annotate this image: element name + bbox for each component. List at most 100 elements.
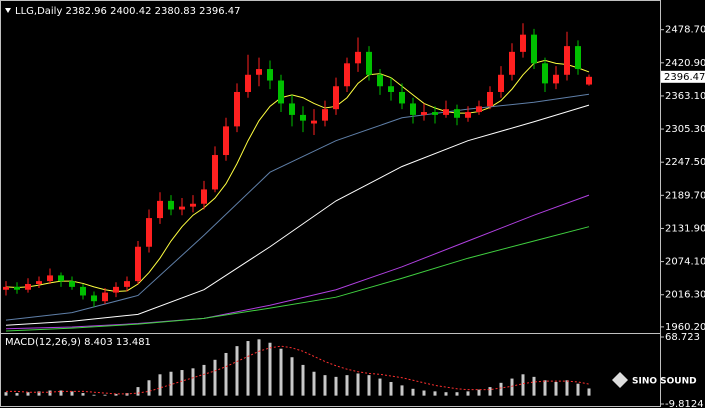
y-tick-label: 2189.70 [665, 190, 705, 201]
price-label: 2396.47 [664, 72, 705, 83]
macd-bar [103, 394, 107, 396]
macd-bar [26, 392, 30, 396]
price-box [661, 70, 705, 83]
candle-body [190, 203, 196, 207]
macd-bar [180, 370, 184, 396]
candle-body [168, 200, 174, 210]
candle-body [322, 109, 328, 121]
macd-bar [411, 388, 415, 396]
candle-body [311, 120, 317, 124]
y-tick-label: 2305.30 [665, 124, 705, 135]
macd-title: MACD(12,26,9) 8.403 13.481 [5, 337, 151, 348]
candle-body [443, 109, 449, 115]
macd-bar [48, 390, 52, 396]
candle-body [36, 281, 42, 284]
candle-body [355, 51, 361, 64]
candle-body [377, 74, 383, 87]
plot-frame [0, 0, 661, 407]
macd-bar [389, 381, 393, 396]
macd-bar [576, 383, 580, 396]
chart-title: LLG,Daily 2382.96 2400.42 2380.83 2396.4… [15, 6, 241, 17]
macd-bar [554, 381, 558, 396]
candle-body [421, 112, 427, 115]
candle-body [289, 103, 295, 115]
candle-body [531, 34, 537, 64]
candle-body [410, 103, 416, 115]
y-tick-label: 2247.50 [665, 157, 705, 168]
macd-bar [477, 389, 481, 396]
candle-body [3, 286, 9, 290]
candle-body [80, 286, 86, 296]
macd-bar [455, 392, 459, 396]
y-tick-label: 2074.10 [665, 257, 705, 268]
macd-bar [81, 393, 85, 396]
macd-bar [543, 380, 547, 396]
macd-bar [422, 390, 426, 396]
menu-arrow[interactable] [5, 8, 11, 13]
macd-bar [224, 352, 228, 396]
candle-body [58, 275, 64, 282]
candle-body [432, 112, 438, 115]
candle-body [179, 206, 185, 210]
macd-bar [92, 394, 96, 396]
signal-line [6, 345, 590, 395]
macd-bar [532, 376, 536, 396]
candle-body [487, 91, 493, 107]
macd-bar [70, 391, 74, 396]
candle-body [476, 106, 482, 113]
candle-body [542, 63, 548, 84]
macd-bar [158, 374, 162, 396]
macd-bar [521, 374, 525, 396]
macd-bar [466, 391, 470, 396]
candle-body [135, 246, 141, 282]
macd-bar [433, 391, 437, 396]
macd-bar [4, 392, 8, 396]
macd-bar [334, 376, 338, 396]
candle-body [553, 74, 559, 84]
moving-average [5, 226, 590, 332]
macd-bar [279, 348, 283, 396]
macd-bar [136, 387, 140, 396]
logo-text: SINO SOUND [632, 377, 697, 387]
candle-body [47, 275, 53, 282]
moving-average [5, 104, 590, 326]
candle-body [245, 74, 251, 92]
macd-bar [488, 387, 492, 396]
candle-body [366, 51, 372, 75]
candle-body [388, 86, 394, 92]
macd-bar [301, 364, 305, 396]
candle-body [300, 114, 306, 121]
candle-body [333, 86, 339, 110]
candle-body [256, 69, 262, 75]
macd-bar [169, 371, 173, 396]
y-tick-label: 1960.20 [665, 322, 705, 333]
candle-body [146, 218, 152, 247]
macd-bar [59, 390, 63, 396]
macd-bar [510, 378, 514, 396]
logo-icon [612, 372, 628, 388]
candle-body [575, 46, 581, 70]
macd-bar [444, 392, 448, 396]
candle-body [267, 69, 273, 81]
macd-bar [235, 346, 239, 396]
moving-average [5, 194, 590, 330]
candle-body [498, 74, 504, 92]
candle-body [25, 283, 31, 290]
macd-bar [587, 388, 591, 396]
macd-bar [499, 382, 503, 396]
macd-bar [114, 393, 118, 396]
macd-bar [290, 357, 294, 396]
y-tick-label: 2363.10 [665, 91, 705, 102]
candle-body [223, 126, 229, 156]
candle-body [454, 109, 460, 118]
macd-bar [213, 359, 217, 396]
candle-body [113, 286, 119, 293]
y-tick-label: 68.723 [665, 332, 700, 343]
candle-body [234, 91, 240, 127]
y-tick-label: 2478.70 [665, 25, 705, 36]
macd-bar [323, 375, 327, 396]
candle-body [465, 112, 471, 118]
macd-bar [202, 364, 206, 396]
macd-bar [15, 393, 19, 396]
